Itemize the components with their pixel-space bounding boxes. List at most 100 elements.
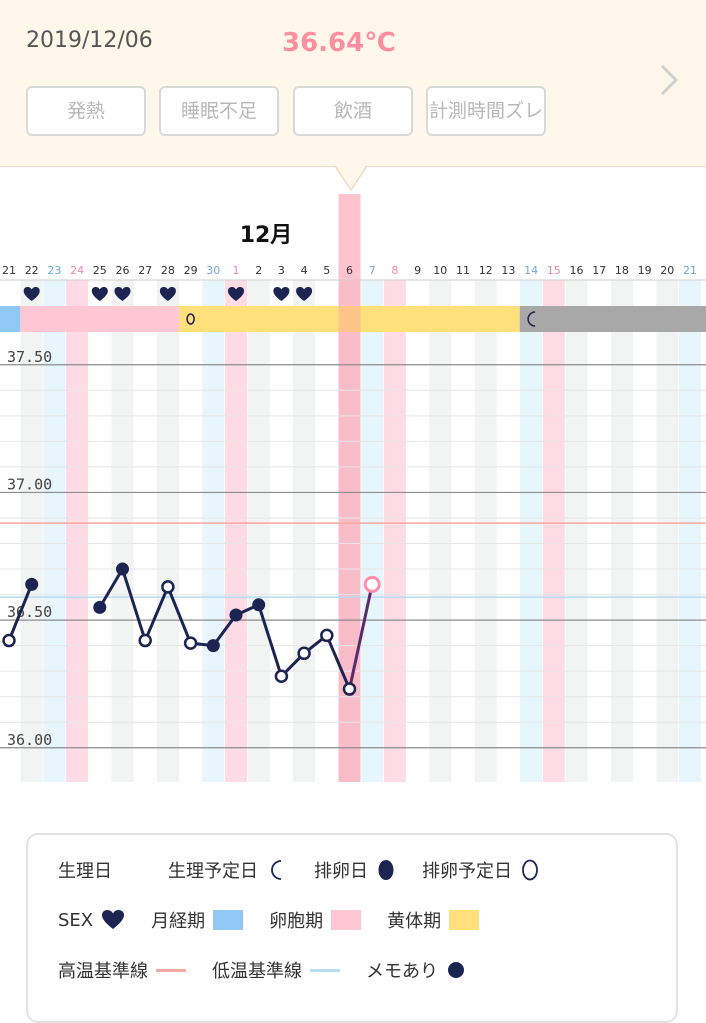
follicular-phase-swatch [331, 910, 362, 930]
day-column-band [610, 280, 633, 782]
memo-dot-icon [448, 962, 464, 978]
phase-bar-follicular [20, 306, 180, 332]
legend-period-predicted: 生理予定日 [168, 857, 288, 883]
y-tick-label: 36.00 [7, 731, 52, 749]
day-label: 29 [184, 264, 198, 277]
day-label: 16 [570, 264, 584, 277]
day-column-band [383, 280, 406, 782]
temperature-point [116, 562, 129, 576]
day-label: 21 [683, 264, 697, 277]
day-label: 26 [116, 264, 130, 277]
egg-outline-icon [522, 859, 538, 881]
legend-menstrual-phase: 月経期 [151, 907, 244, 933]
day-column-band [156, 280, 179, 782]
phase-bar-luteal [179, 306, 520, 332]
egg-outline-icon [186, 313, 195, 325]
selected-day-bar-overlay [338, 306, 361, 332]
day-label: 25 [93, 264, 107, 277]
temperature-point [93, 600, 107, 614]
day-column-band [361, 280, 384, 782]
day-label: 18 [615, 264, 629, 277]
heart-icon [114, 287, 131, 301]
temperature-line-segment [257, 603, 283, 678]
selected-temperature: 36.64℃ [282, 28, 396, 58]
temperature-point [161, 580, 175, 594]
temperature-point [183, 636, 198, 650]
day-column-band [43, 280, 66, 782]
day-label: 6 [346, 264, 353, 277]
y-tick-label: 36.50 [7, 603, 52, 621]
detail-header: 2019/12/06 36.64℃ 発熱 睡眠不足 飲酒 計測時間ズレ [0, 0, 706, 167]
temperature-line-segment [325, 633, 351, 691]
day-label: 17 [592, 264, 606, 277]
day-column-band [66, 280, 89, 782]
day-column-band [520, 280, 543, 782]
menstrual-phase-swatch [213, 910, 244, 930]
legend-memo: メモあり [366, 957, 466, 983]
selection-pointer [335, 166, 367, 192]
day-label: 9 [414, 264, 421, 277]
chevron-right-icon[interactable] [654, 60, 684, 100]
tag-measure-time-shift-button[interactable]: 計測時間ズレ [426, 86, 546, 136]
phase-bar-menstrual [0, 306, 21, 332]
legend-sex: SEX [58, 909, 125, 931]
temperature-point [2, 633, 16, 648]
luteal-phase-swatch [449, 910, 480, 930]
temperature-point-selected [363, 575, 381, 593]
temperature-line-segment [98, 567, 124, 609]
legend-follicular-phase: 卵胞期 [269, 907, 362, 933]
crescent-outline-icon [527, 311, 536, 327]
day-column-band [565, 280, 588, 782]
day-label: 30 [206, 264, 220, 277]
egg-filled-icon [378, 860, 394, 880]
day-label: 11 [456, 264, 470, 277]
day-label: 15 [547, 264, 561, 277]
temperature-point [138, 633, 152, 648]
temperature-line-segment [7, 582, 34, 643]
temperature-line-segment [121, 567, 147, 643]
day-column-band [202, 280, 225, 782]
month-label: 12月 [240, 223, 293, 248]
legend-ovulation-predicted: 排卵予定日 [422, 857, 540, 883]
day-column-band [656, 280, 679, 782]
legend-period-day: 生理日 [58, 857, 142, 883]
heart-icon [91, 287, 108, 301]
selected-date: 2019/12/06 [26, 28, 153, 53]
chart-legend: 生理日 生理予定日 排卵日 排卵予定日 SEX [26, 833, 678, 1023]
day-column-band [247, 280, 270, 782]
tag-lack-of-sleep-button[interactable]: 睡眠不足 [159, 86, 279, 136]
day-column-band [293, 280, 316, 782]
selected-day-column [338, 194, 361, 782]
day-label: 19 [638, 264, 652, 277]
y-tick-label: 37.00 [7, 475, 52, 493]
day-label: 20 [660, 264, 674, 277]
crescent-outline-icon [271, 860, 282, 880]
low-baseline-swatch [310, 968, 340, 972]
day-label: 1 [233, 264, 240, 277]
heart-icon [296, 287, 313, 301]
heart-icon [273, 287, 290, 301]
tag-fever-button[interactable]: 発熱 [26, 86, 146, 136]
day-column-band [474, 280, 497, 782]
temperature-point [274, 669, 289, 684]
day-column-band [542, 280, 565, 782]
day-label: 28 [161, 264, 175, 277]
heart-icon [102, 910, 125, 929]
day-label: 3 [278, 264, 285, 277]
tag-alcohol-button[interactable]: 飲酒 [293, 86, 413, 136]
heart-icon [159, 287, 176, 301]
day-label: 8 [391, 264, 398, 277]
day-column-band [225, 280, 247, 782]
y-tick-label: 37.50 [7, 348, 52, 366]
legend-low-baseline: 低温基準線 [212, 957, 340, 983]
temperature-line-segment [348, 582, 374, 691]
day-label: 13 [501, 264, 515, 277]
day-label: 4 [301, 264, 308, 277]
crescent-filled-icon [125, 861, 135, 879]
day-label: 10 [433, 264, 447, 277]
day-label: 24 [70, 264, 84, 277]
day-label: 27 [138, 264, 152, 277]
temperature-line-segment [143, 585, 170, 643]
day-column-band [20, 280, 43, 782]
